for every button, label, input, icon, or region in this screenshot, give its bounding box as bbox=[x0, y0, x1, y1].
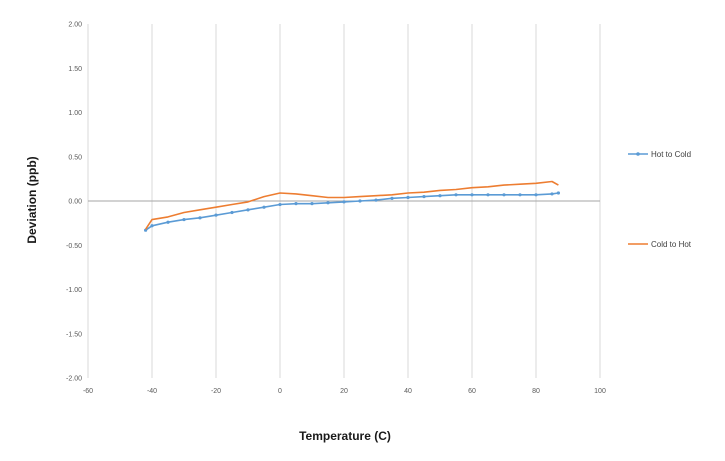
y-tick-label: 2.00 bbox=[68, 22, 82, 29]
data-point bbox=[182, 217, 186, 222]
x-tick-label: 80 bbox=[532, 388, 540, 395]
x-tick-label: 100 bbox=[594, 388, 606, 395]
data-point bbox=[326, 201, 330, 205]
data-point bbox=[262, 205, 266, 209]
x-axis-title: Temperature (C) bbox=[299, 429, 391, 443]
data-point bbox=[556, 191, 561, 195]
data-point bbox=[486, 193, 490, 197]
data-point bbox=[166, 220, 170, 224]
x-tick-label: 40 bbox=[404, 388, 412, 395]
y-tick-label: -1.50 bbox=[66, 331, 82, 338]
y-tick-label: -1.00 bbox=[66, 287, 82, 294]
data-point bbox=[390, 196, 394, 200]
legend-label: Hot to Cold bbox=[651, 150, 691, 159]
data-point bbox=[550, 192, 554, 196]
data-point bbox=[470, 193, 474, 197]
data-point bbox=[438, 194, 442, 198]
data-point bbox=[534, 193, 538, 197]
series-line-hot-to-cold bbox=[145, 192, 559, 231]
y-tick-label: 1.00 bbox=[68, 110, 82, 117]
legend-marker bbox=[636, 152, 640, 156]
data-point bbox=[406, 195, 410, 200]
data-point bbox=[278, 202, 282, 207]
legend-label: Cold to Hot bbox=[651, 240, 692, 249]
data-point bbox=[518, 193, 522, 197]
series-layer bbox=[144, 180, 561, 232]
y-tick-label: 1.50 bbox=[68, 66, 82, 73]
data-point bbox=[294, 202, 298, 206]
y-tick-label: -2.00 bbox=[66, 376, 82, 383]
y-axis-title: Deviation (ppb) bbox=[25, 156, 39, 243]
data-point bbox=[358, 199, 362, 203]
data-point bbox=[214, 213, 218, 217]
x-tick-label: 60 bbox=[468, 388, 476, 395]
y-tick-label: 0.50 bbox=[68, 154, 82, 161]
data-point bbox=[342, 200, 346, 204]
data-point bbox=[310, 202, 314, 206]
x-tick-label: 20 bbox=[340, 388, 348, 395]
data-point bbox=[198, 216, 202, 220]
x-tick-label: -40 bbox=[147, 388, 157, 395]
y-tick-label: -0.50 bbox=[66, 243, 82, 250]
series-line-cold-to-hot bbox=[144, 180, 559, 230]
data-point bbox=[246, 208, 250, 212]
data-point bbox=[454, 193, 458, 197]
x-tick-label: 0 bbox=[278, 388, 282, 395]
data-point bbox=[150, 224, 154, 228]
data-point bbox=[502, 193, 506, 197]
axis-layer: -60 -40 -20 0 20 40 60 80 100 2.00 1.50 1.00 0.50 0.0… bbox=[66, 22, 606, 396]
data-point bbox=[422, 194, 426, 199]
legend: Hot to Cold Cold to Hot bbox=[628, 150, 692, 249]
x-tick-label: -60 bbox=[83, 388, 93, 395]
x-tick-label: -20 bbox=[211, 388, 221, 395]
data-point bbox=[230, 210, 234, 215]
y-tick-label: 0.00 bbox=[68, 199, 82, 206]
grid-layer bbox=[87, 24, 601, 378]
data-point bbox=[374, 198, 378, 202]
